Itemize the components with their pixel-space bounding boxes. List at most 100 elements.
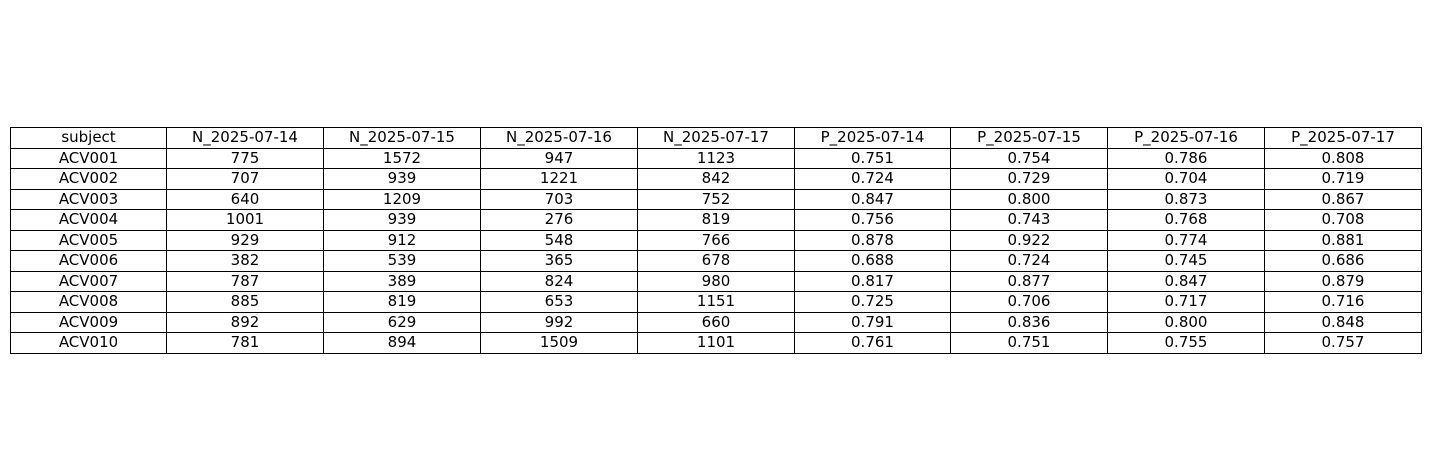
value-cell: 819 [637,209,795,231]
value-cell: 0.848 [1264,311,1422,333]
value-cell: 1221 [480,168,638,190]
value-cell: 653 [480,291,638,313]
value-cell: 1572 [323,147,481,169]
subject-cell: ACV006 [10,250,167,272]
value-cell: 1151 [637,291,795,313]
value-cell: 0.873 [1107,188,1265,210]
table-row: ACV001 775 1572 947 1123 0.751 0.754 0.786 0.808 [10,147,1422,169]
value-cell: 824 [480,270,638,292]
value-cell: 992 [480,311,638,333]
value-cell: 0.751 [794,147,951,169]
value-cell: 629 [323,311,481,333]
value-cell: 0.754 [950,147,1108,169]
value-cell: 707 [166,168,324,190]
value-cell: 0.757 [1264,332,1422,354]
value-cell: 775 [166,147,324,169]
value-cell: 0.847 [1107,270,1265,292]
value-cell: 0.878 [794,229,951,251]
value-cell: 980 [637,270,795,292]
column-header-n-2025-07-15: N_2025-07-15 [323,127,481,149]
value-cell: 0.743 [950,209,1108,231]
data-table: subject N_2025-07-14 N_2025-07-15 N_2025-07… [10,127,1422,354]
table-row: ACV004 1001 939 276 819 0.756 0.743 0.768 0.708 [10,209,1422,231]
value-cell: 1123 [637,147,795,169]
table-row: ACV007 787 389 824 980 0.817 0.877 0.847 0.879 [10,270,1422,292]
value-cell: 0.686 [1264,250,1422,272]
value-cell: 382 [166,250,324,272]
value-cell: 0.881 [1264,229,1422,251]
column-header-p-2025-07-15: P_2025-07-15 [950,127,1108,149]
value-cell: 0.704 [1107,168,1265,190]
value-cell: 0.708 [1264,209,1422,231]
table-row: ACV008 885 819 653 1151 0.725 0.706 0.717 0.716 [10,291,1422,313]
value-cell: 0.706 [950,291,1108,313]
value-cell: 0.817 [794,270,951,292]
value-cell: 640 [166,188,324,210]
value-cell: 1101 [637,332,795,354]
column-header-p-2025-07-17: P_2025-07-17 [1264,127,1422,149]
value-cell: 0.716 [1264,291,1422,313]
value-cell: 0.836 [950,311,1108,333]
value-cell: 703 [480,188,638,210]
value-cell: 892 [166,311,324,333]
value-cell: 0.922 [950,229,1108,251]
value-cell: 787 [166,270,324,292]
value-cell: 389 [323,270,481,292]
value-cell: 0.724 [950,250,1108,272]
value-cell: 0.877 [950,270,1108,292]
value-cell: 0.724 [794,168,951,190]
value-cell: 0.756 [794,209,951,231]
table-row: ACV002 707 939 1221 842 0.724 0.729 0.704 0.719 [10,168,1422,190]
header-row: subject N_2025-07-14 N_2025-07-15 N_2025-07… [10,127,1422,149]
value-cell: 929 [166,229,324,251]
value-cell: 539 [323,250,481,272]
table-header: subject N_2025-07-14 N_2025-07-15 N_2025-07… [10,127,1422,149]
value-cell: 660 [637,311,795,333]
value-cell: 885 [166,291,324,313]
subject-cell: ACV005 [10,229,167,251]
subject-cell: ACV009 [10,311,167,333]
table-row: ACV003 640 1209 703 752 0.847 0.800 0.873 0.867 [10,188,1422,210]
data-table-figure: subject N_2025-07-14 N_2025-07-15 N_2025-07… [10,127,1422,354]
value-cell: 894 [323,332,481,354]
column-header-n-2025-07-14: N_2025-07-14 [166,127,324,149]
value-cell: 0.800 [950,188,1108,210]
value-cell: 0.774 [1107,229,1265,251]
table-row: ACV009 892 629 992 660 0.791 0.836 0.800 0.848 [10,311,1422,333]
value-cell: 912 [323,229,481,251]
value-cell: 0.791 [794,311,951,333]
column-header-subject: subject [10,127,167,149]
value-cell: 0.725 [794,291,951,313]
subject-cell: ACV004 [10,209,167,231]
value-cell: 0.688 [794,250,951,272]
table-body: ACV001 775 1572 947 1123 0.751 0.754 0.786 0.808… [10,147,1422,354]
value-cell: 947 [480,147,638,169]
value-cell: 0.847 [794,188,951,210]
value-cell: 0.808 [1264,147,1422,169]
value-cell: 276 [480,209,638,231]
subject-cell: ACV002 [10,168,167,190]
value-cell: 0.719 [1264,168,1422,190]
value-cell: 0.755 [1107,332,1265,354]
value-cell: 0.867 [1264,188,1422,210]
value-cell: 0.786 [1107,147,1265,169]
value-cell: 842 [637,168,795,190]
column-header-n-2025-07-17: N_2025-07-17 [637,127,795,149]
value-cell: 939 [323,168,481,190]
value-cell: 1209 [323,188,481,210]
subject-cell: ACV001 [10,147,167,169]
value-cell: 365 [480,250,638,272]
value-cell: 0.768 [1107,209,1265,231]
column-header-n-2025-07-16: N_2025-07-16 [480,127,638,149]
subject-cell: ACV003 [10,188,167,210]
value-cell: 0.729 [950,168,1108,190]
table-row: ACV006 382 539 365 678 0.688 0.724 0.745 0.686 [10,250,1422,272]
value-cell: 939 [323,209,481,231]
value-cell: 0.761 [794,332,951,354]
table-row: ACV010 781 894 1509 1101 0.761 0.751 0.755 0.757 [10,332,1422,354]
value-cell: 781 [166,332,324,354]
value-cell: 0.879 [1264,270,1422,292]
value-cell: 678 [637,250,795,272]
value-cell: 819 [323,291,481,313]
value-cell: 0.717 [1107,291,1265,313]
